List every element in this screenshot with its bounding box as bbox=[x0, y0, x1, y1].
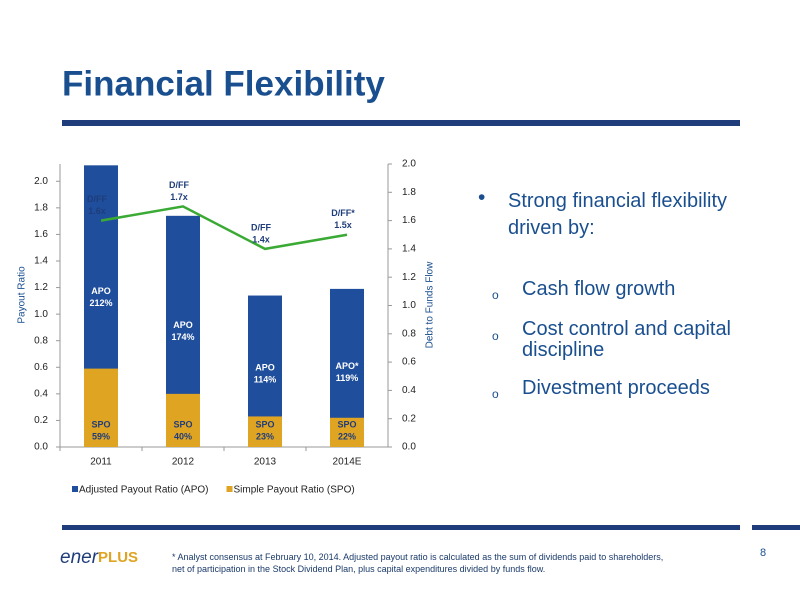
y2-tick-label: 1.4 bbox=[402, 244, 416, 255]
data-label-name: APO* bbox=[335, 361, 359, 371]
data-label: 59% bbox=[92, 431, 110, 441]
y-tick-label: 1.0 bbox=[34, 309, 48, 320]
bar bbox=[330, 417, 364, 447]
data-label-name: D/FF bbox=[169, 180, 189, 190]
x-tick-label: 2011 bbox=[90, 457, 112, 468]
y-tick-label: 0.8 bbox=[34, 335, 48, 346]
data-label: 212% bbox=[89, 298, 112, 308]
y-tick-label: 0.0 bbox=[34, 442, 48, 453]
y-tick-label: 1.8 bbox=[34, 202, 48, 213]
y-tick-label: 1.4 bbox=[34, 256, 48, 267]
data-label: 174% bbox=[171, 332, 194, 342]
data-label-name: D/FF bbox=[87, 194, 107, 204]
data-label: 23% bbox=[256, 431, 274, 441]
y2-axis-title: Debt to Funds Flow bbox=[425, 261, 436, 348]
page-number: 8 bbox=[760, 547, 766, 559]
y2-tick-label: 0.6 bbox=[402, 357, 416, 368]
data-label: 1.5x bbox=[334, 220, 352, 230]
y-tick-label: 0.2 bbox=[34, 415, 48, 426]
y-tick-label: 1.2 bbox=[34, 282, 48, 293]
sub-bullet-symbol: o bbox=[492, 329, 499, 343]
data-label: 40% bbox=[174, 431, 192, 441]
sub-bullet: Cash flow growth bbox=[522, 278, 676, 300]
y-tick-label: 0.6 bbox=[34, 362, 48, 373]
data-label-name: APO bbox=[255, 362, 275, 372]
data-label-name: SPO bbox=[91, 419, 110, 429]
data-label-name: SPO bbox=[337, 419, 356, 429]
data-label: 1.6x bbox=[88, 206, 106, 216]
x-tick-label: 2012 bbox=[172, 457, 195, 468]
y2-tick-label: 1.6 bbox=[402, 215, 416, 226]
data-label: 114% bbox=[254, 374, 277, 384]
sub-bullet: Cost control and capital discipline bbox=[522, 318, 732, 361]
sub-bullet-symbol: o bbox=[492, 387, 499, 401]
bullet-symbol: • bbox=[478, 186, 486, 209]
data-label-name: SPO bbox=[255, 419, 274, 429]
title-rule bbox=[62, 120, 740, 126]
sub-bullet-symbol: o bbox=[492, 288, 499, 302]
bar bbox=[166, 393, 200, 447]
data-label-name: D/FF* bbox=[331, 208, 355, 218]
legend-label: Adjusted Payout Ratio (APO) bbox=[79, 485, 209, 496]
bar bbox=[248, 416, 282, 447]
y2-tick-label: 1.8 bbox=[402, 187, 416, 198]
y2-tick-label: 1.2 bbox=[402, 272, 416, 283]
legend-label: Simple Payout Ratio (SPO) bbox=[234, 485, 355, 496]
logo: enerPLUS bbox=[60, 547, 138, 568]
y2-tick-label: 0.4 bbox=[402, 385, 416, 396]
y-tick-label: 0.4 bbox=[34, 388, 48, 399]
data-label-name: SPO bbox=[173, 419, 192, 429]
y2-tick-label: 0.0 bbox=[402, 442, 416, 453]
bullet-main: Strong financial flexibility driven by: bbox=[508, 190, 727, 239]
x-tick-label: 2014E bbox=[333, 457, 362, 468]
footer-rule bbox=[62, 525, 740, 530]
data-label: 1.7x bbox=[170, 192, 188, 202]
legend-swatch bbox=[226, 486, 233, 492]
y2-tick-label: 0.8 bbox=[402, 328, 416, 339]
footnote: * Analyst consensus at February 10, 2014… bbox=[172, 552, 664, 574]
y-tick-label: 2.0 bbox=[34, 176, 48, 187]
bar bbox=[84, 368, 118, 447]
y-tick-label: 1.6 bbox=[34, 229, 48, 240]
data-label: 1.4x bbox=[252, 234, 270, 244]
slide-title: Financial Flexibility bbox=[62, 64, 385, 103]
footer-rule bbox=[752, 525, 800, 530]
sub-bullet: Divestment proceeds bbox=[522, 377, 710, 399]
line bbox=[100, 205, 348, 251]
y2-tick-label: 1.0 bbox=[402, 300, 416, 311]
logo-part: PLUS bbox=[98, 549, 138, 566]
y2-tick-label: 2.0 bbox=[402, 159, 416, 170]
data-label-name: APO bbox=[173, 320, 193, 330]
data-label: 119% bbox=[336, 373, 359, 383]
data-label: 22% bbox=[338, 431, 356, 441]
data-label-name: D/FF bbox=[251, 222, 271, 232]
y-axis-title: Payout Ratio bbox=[17, 266, 28, 324]
x-tick-label: 2013 bbox=[254, 457, 277, 468]
y2-tick-label: 0.2 bbox=[402, 413, 416, 424]
logo-part: ener bbox=[60, 547, 99, 568]
legend-swatch bbox=[72, 486, 78, 492]
data-label-name: APO bbox=[91, 286, 111, 296]
